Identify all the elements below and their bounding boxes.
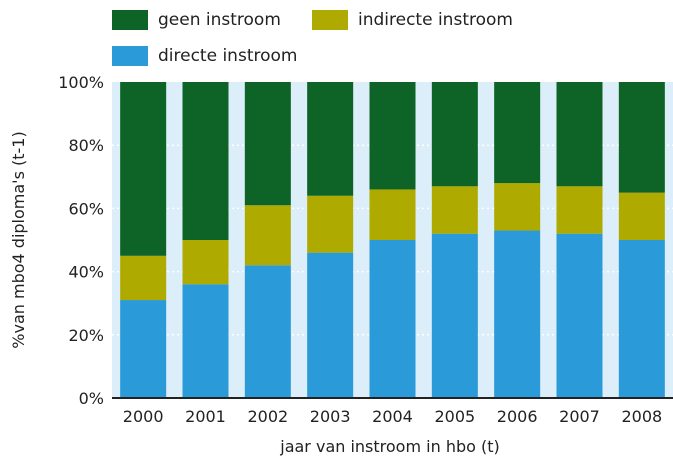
x-tick-label-2001: 2001 — [185, 407, 226, 426]
bar-2002-directe-instroom — [244, 265, 291, 398]
x-tick-label-2000: 2000 — [123, 407, 164, 426]
y-tick-label-40: 40% — [68, 263, 104, 282]
bar-2002-geen-instroom — [244, 82, 291, 206]
legend-swatch-geen-instroom — [112, 10, 148, 30]
legend-swatch-indirecte-instroom — [312, 10, 348, 30]
y-tick-label-0: 0% — [79, 389, 104, 408]
legend-item-geen-instroom: geen instroom — [112, 10, 281, 30]
legend-label-geen-instroom: geen instroom — [158, 10, 281, 30]
bar-2008-directe-instroom — [618, 240, 665, 398]
bar-2003-indirecte-instroom — [307, 195, 354, 253]
bar-2007-geen-instroom — [556, 82, 603, 187]
bar-2000-directe-instroom — [120, 300, 167, 398]
x-tick-label-2003: 2003 — [310, 407, 351, 426]
bar-2005-indirecte-instroom — [431, 186, 478, 234]
bar-2004-geen-instroom — [369, 82, 416, 190]
legend-label-indirecte-instroom: indirecte instroom — [358, 10, 513, 30]
legend-swatch-directe-instroom — [112, 46, 148, 66]
bar-2006-indirecte-instroom — [494, 183, 541, 231]
bar-2008-indirecte-instroom — [618, 192, 665, 240]
bar-2003-directe-instroom — [307, 252, 354, 398]
legend-item-indirecte-instroom: indirecte instroom — [312, 10, 513, 30]
bar-2003-geen-instroom — [307, 82, 354, 196]
bar-2002-indirecte-instroom — [244, 205, 291, 266]
bar-2001-indirecte-instroom — [182, 240, 229, 285]
bar-2007-indirecte-instroom — [556, 186, 603, 234]
bar-2007-directe-instroom — [556, 233, 603, 398]
x-tick-label-2004: 2004 — [372, 407, 413, 426]
x-tick-label-2007: 2007 — [559, 407, 600, 426]
bar-2005-directe-instroom — [431, 233, 478, 398]
bar-2006-directe-instroom — [494, 230, 541, 398]
x-tick-label-2008: 2008 — [621, 407, 662, 426]
x-tick-label-2005: 2005 — [434, 407, 475, 426]
x-tick-label-2006: 2006 — [497, 407, 538, 426]
bar-2004-indirecte-instroom — [369, 189, 416, 240]
y-tick-label-20: 20% — [68, 326, 104, 345]
y-axis-label: %van mbo4 diploma's (t-1) — [9, 131, 28, 348]
legend-label-directe-instroom: directe instroom — [158, 46, 298, 66]
bar-2008-geen-instroom — [618, 82, 665, 193]
bar-2001-geen-instroom — [182, 82, 229, 240]
y-tick-label-80: 80% — [68, 136, 104, 155]
bar-2001-directe-instroom — [182, 284, 229, 398]
x-tick-labels: 2000 2001 2002 2003 2004 2005 2006 2007 2008 — [123, 407, 662, 426]
bar-2006-geen-instroom — [494, 82, 541, 184]
y-tick-labels: 0% 20% 40% 60% 80% 100% — [58, 73, 104, 408]
bar-2005-geen-instroom — [431, 82, 478, 187]
bar-2004-directe-instroom — [369, 240, 416, 398]
y-tick-label-100: 100% — [58, 73, 104, 92]
bar-2000-geen-instroom — [120, 82, 167, 256]
x-axis-label: jaar van instroom in hbo (t) — [279, 437, 500, 456]
bars — [120, 82, 665, 398]
y-tick-label-60: 60% — [68, 199, 104, 218]
bar-2000-indirecte-instroom — [120, 255, 167, 301]
x-tick-label-2002: 2002 — [247, 407, 288, 426]
legend-item-directe-instroom: directe instroom — [112, 46, 297, 66]
